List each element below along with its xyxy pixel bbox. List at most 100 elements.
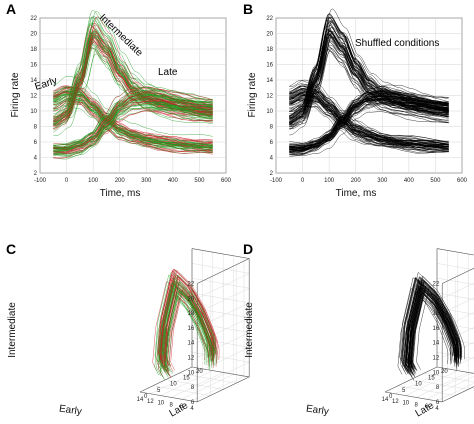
z-tick-label: 20 xyxy=(188,296,195,302)
y-tick-label: 4 xyxy=(34,156,38,162)
x-tick-label: 6 xyxy=(180,404,184,410)
panel-a-series xyxy=(53,10,213,160)
panel-label-b: B xyxy=(243,1,253,17)
panel-a-chart: 2 4 6 8 10 12 14 16 18 20 22 -100 0 100 200 300 400 500 6… xyxy=(10,10,232,199)
series-line-late xyxy=(53,99,213,153)
series-line-early xyxy=(289,106,449,154)
series-line-early xyxy=(289,99,449,149)
gridline-3d xyxy=(152,385,211,396)
series-line-early xyxy=(289,105,449,154)
trajectory-line xyxy=(411,285,461,371)
x-tick-label: 14 xyxy=(137,397,144,403)
y-tick-label: 12 xyxy=(266,94,273,100)
series-line-early xyxy=(53,90,213,146)
series-line-late xyxy=(53,108,213,155)
series-line-late xyxy=(53,107,213,155)
series-line-late xyxy=(53,95,213,150)
series-line-late xyxy=(53,104,213,157)
panel-c-z-label: Intermediate xyxy=(7,302,18,358)
x-tick-label: 14 xyxy=(382,397,389,403)
y-tick-label: 20 xyxy=(196,369,203,375)
y-tick-label: 10 xyxy=(266,109,273,115)
series-line-early xyxy=(53,85,213,141)
panel-a-x-ticks: -100 0 100 200 300 400 500 600 xyxy=(34,178,232,184)
trajectory-line xyxy=(159,280,210,368)
series-line-early xyxy=(289,99,449,153)
gridline-3d xyxy=(423,373,474,383)
y-tick-label: 2 xyxy=(34,171,38,177)
trajectory-line xyxy=(158,282,209,368)
x-tick-label: 8 xyxy=(415,402,419,408)
trajectory-line xyxy=(166,281,216,367)
series-line-intermediate xyxy=(53,35,213,123)
trajectory-line xyxy=(416,286,465,370)
series-line-late xyxy=(289,91,449,144)
panel-a-y-ticks: 2 4 6 8 10 12 14 16 18 20 22 xyxy=(30,16,37,177)
x-tick-label: 300 xyxy=(377,178,388,184)
panel-label-c: C xyxy=(6,241,16,257)
gridline-3d xyxy=(436,263,474,271)
y-tick-label: 6 xyxy=(34,140,38,146)
gridline-3d xyxy=(191,351,250,363)
y-tick-label: 10 xyxy=(30,109,37,115)
z-tick-label: 22 xyxy=(433,282,440,288)
panel-d-x-label: Early xyxy=(305,403,329,417)
y-tick-label: 0 xyxy=(389,394,393,400)
early-axis-line xyxy=(139,391,198,403)
series-line-late xyxy=(289,97,449,151)
series-line-late xyxy=(53,87,213,148)
series-line-late xyxy=(289,98,449,148)
series-line-late xyxy=(289,103,449,154)
y-tick-label: 12 xyxy=(30,94,37,100)
panel-b-x-ticks: -100 0 100 200 300 400 500 600 xyxy=(270,178,468,184)
annotation-late: Late xyxy=(158,67,178,78)
x-tick-label: 0 xyxy=(65,178,69,184)
z-tick-label: 10 xyxy=(188,370,195,376)
gridline-3d xyxy=(191,337,250,348)
trajectory-line xyxy=(159,294,210,380)
gridline-3d xyxy=(436,248,474,256)
series-line-late xyxy=(289,104,449,156)
series-line-early xyxy=(53,96,213,150)
trajectory-line xyxy=(403,285,455,374)
series-line-intermediate xyxy=(289,16,449,112)
panel-b-series xyxy=(289,8,449,157)
x-tick-label: 0 xyxy=(301,178,305,184)
panel-b-title: Shuffled conditions xyxy=(355,38,439,49)
x-tick-label: 500 xyxy=(430,178,441,184)
x-tick-label: -100 xyxy=(270,178,283,184)
gridline-3d xyxy=(178,373,237,384)
series-line-late xyxy=(53,91,213,152)
trajectory-line xyxy=(408,279,461,368)
y-tick-label: 14 xyxy=(266,78,273,84)
back-edge xyxy=(197,376,250,403)
z-tick-label: 8 xyxy=(436,385,440,391)
y-tick-label: 20 xyxy=(266,32,273,38)
x-tick-label: 100 xyxy=(88,178,99,184)
gridline-3d xyxy=(436,277,474,285)
gridline-3d xyxy=(436,292,474,300)
series-line-late xyxy=(289,84,449,144)
trajectory-line xyxy=(163,281,215,369)
x-tick-label: 600 xyxy=(457,178,468,184)
back-edge xyxy=(191,366,250,378)
z-tick-label: 20 xyxy=(433,296,440,302)
panel-b-y-label: Firing rate xyxy=(247,72,258,117)
series-line-early xyxy=(53,105,213,153)
gridline-3d xyxy=(436,337,474,345)
z-tick-label: 6 xyxy=(191,400,195,406)
series-line-late xyxy=(289,99,449,150)
y-tick-label: 15 xyxy=(183,375,190,381)
z-tick-label: 12 xyxy=(433,356,440,362)
x-tick-label: 200 xyxy=(115,178,126,184)
z-tick-label: 16 xyxy=(433,326,440,332)
series-line-early xyxy=(289,91,449,150)
z-tick-label: 6 xyxy=(436,400,440,406)
trajectory-line xyxy=(399,277,451,366)
gridline-3d xyxy=(191,292,250,304)
z-tick-label: 14 xyxy=(433,341,440,347)
x-tick-label: 400 xyxy=(404,178,415,184)
